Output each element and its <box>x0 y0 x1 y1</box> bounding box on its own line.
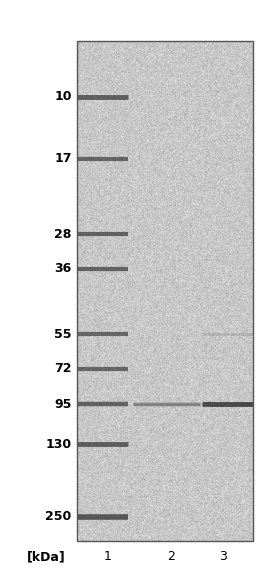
Text: 28: 28 <box>54 228 72 240</box>
Text: 250: 250 <box>45 511 72 523</box>
Text: 2: 2 <box>168 551 175 563</box>
Text: [kDa]: [kDa] <box>27 551 66 563</box>
Text: 17: 17 <box>54 152 72 166</box>
Text: 72: 72 <box>54 362 72 376</box>
Text: 1: 1 <box>104 551 111 563</box>
Bar <box>77 41 253 541</box>
Text: 36: 36 <box>55 262 72 276</box>
Text: 55: 55 <box>54 328 72 340</box>
Text: 10: 10 <box>54 90 72 104</box>
Text: 3: 3 <box>219 551 227 563</box>
Text: 130: 130 <box>46 438 72 450</box>
Text: 95: 95 <box>54 398 72 411</box>
